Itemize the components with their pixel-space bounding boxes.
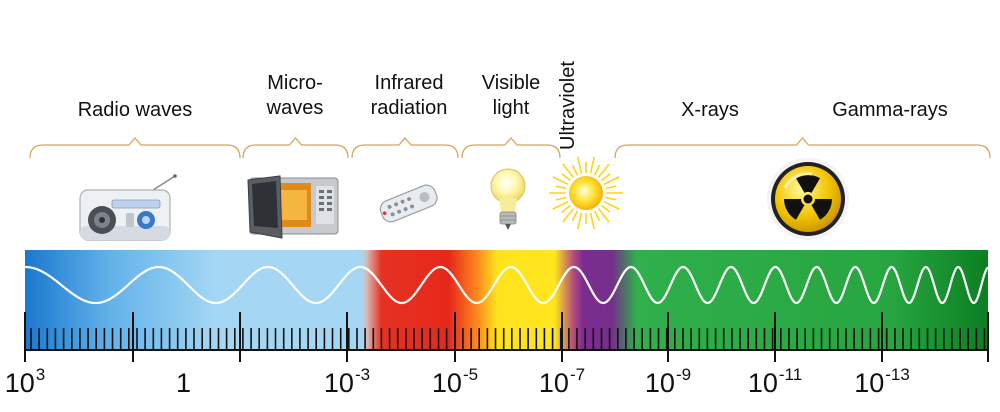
sun-ray [562,163,575,178]
sun-ray [603,200,620,210]
sun-ray [601,204,611,213]
sun-ray [552,200,569,210]
radio-icon [79,174,177,241]
band-brace [351,137,459,159]
tick-label: 10-9 [644,365,692,398]
sun-ray [597,163,610,178]
sun-ray [603,176,620,186]
tick-label: 10-5 [431,365,479,398]
sun-ray [561,173,571,182]
tick-label: 1 [175,368,192,398]
sun-ray [562,208,575,223]
sun-ray [597,208,610,223]
label-infrared-radiation: Infrared radiation [370,72,448,119]
tick-label: 10-13 [854,365,910,398]
sun-ray [593,210,601,222]
sun-ray [555,196,567,201]
sun-ray [589,156,595,174]
sun-ray [593,164,601,176]
tick-label: 10-3 [323,365,371,398]
scale-major-ticks [24,312,989,362]
sun-ray [577,212,583,230]
microwave-oven-icon [247,175,339,239]
label-radio-waves: Radio waves [77,99,193,121]
radiation-symbol-icon [767,158,849,240]
sun-ray [605,185,617,190]
tick-label: 10-7 [538,365,586,398]
sun-ray [555,185,567,190]
sun-ray [589,212,595,230]
band-braces [29,137,991,159]
band-brace [461,137,561,159]
label-gamma-rays: Gamma-rays [832,99,948,121]
trefoil-blade [796,174,820,193]
light-bulb-icon [490,168,526,230]
band-brace [29,137,241,159]
remote-control-icon [379,184,438,223]
band-brace [242,137,349,159]
sun-ray [571,164,579,176]
sun-ray [571,210,579,222]
tick-label: 10-11 [747,365,803,398]
sun-ray [561,204,571,213]
sun-ray [552,176,569,186]
sun-ray [605,196,617,201]
tick-label: 103 [4,365,46,398]
trefoil-blade [784,199,805,220]
scale-minor-ticks [30,328,986,350]
sun-icon [549,156,623,230]
label-visible-light: Visible light [481,72,541,119]
trefoil-blade [811,199,832,220]
band-brace [614,137,991,159]
sun-ray [577,156,583,174]
sun-ray [601,173,611,182]
wave-line [24,265,989,305]
label-x-rays: X-rays [681,99,739,121]
label-microwaves: Micro-waves [266,72,324,119]
